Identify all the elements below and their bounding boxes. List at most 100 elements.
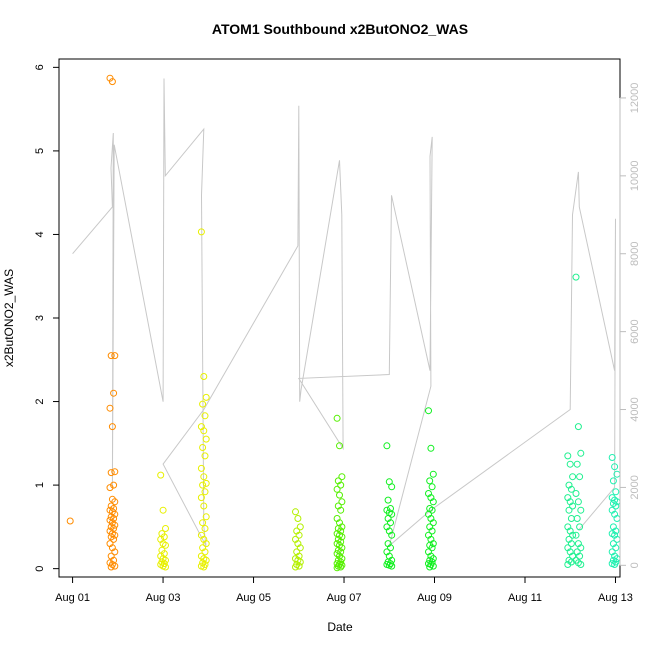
data-point — [111, 521, 119, 529]
data-point — [576, 552, 584, 560]
data-point — [294, 515, 302, 522]
y2-line — [72, 78, 616, 548]
y-axis-label: x2ButONO2_WAS — [2, 269, 16, 367]
data-point — [612, 544, 620, 552]
data-point — [387, 505, 394, 512]
data-point — [567, 485, 575, 493]
data-point — [333, 485, 341, 493]
data-point — [107, 469, 115, 477]
data-point — [609, 477, 617, 485]
data-point — [574, 498, 582, 506]
data-point — [384, 496, 392, 504]
data-point — [197, 228, 205, 236]
data-point — [565, 506, 573, 514]
data-point — [608, 454, 616, 461]
data-point — [111, 468, 119, 476]
data-point — [200, 427, 208, 435]
data-point — [428, 544, 436, 552]
data-point — [573, 460, 581, 468]
data-point — [577, 561, 585, 568]
data-point — [425, 407, 432, 415]
data-point — [574, 423, 582, 431]
data-point — [199, 400, 207, 408]
data-point — [567, 540, 575, 548]
data-point — [429, 540, 437, 548]
data-point — [333, 564, 341, 572]
data-point — [202, 513, 210, 521]
y-tick-label: 6 — [34, 64, 46, 70]
data-point — [564, 452, 572, 460]
data-point — [162, 541, 169, 549]
data-point — [388, 562, 396, 570]
data-point — [292, 508, 299, 516]
data-point — [201, 488, 209, 496]
data-point — [200, 563, 208, 571]
y2-series-line — [72, 78, 616, 548]
data-point — [428, 527, 436, 535]
data-point — [199, 519, 207, 527]
data-point — [292, 563, 299, 571]
y2-tick-label: 2000 — [629, 475, 641, 499]
data-point — [388, 510, 396, 518]
data-point — [296, 523, 304, 531]
data-point — [572, 531, 580, 539]
data-point — [111, 531, 119, 539]
data-point — [111, 498, 119, 506]
data-point — [66, 517, 74, 525]
data-point — [111, 352, 119, 360]
y-axis-right: 0 2000 4000 6000 8000 10000 12000 — [619, 83, 641, 568]
data-point — [428, 483, 436, 491]
data-point — [564, 561, 572, 568]
data-point — [567, 515, 575, 522]
data-point — [296, 544, 304, 552]
data-point — [200, 473, 208, 481]
data-point — [387, 519, 394, 527]
y2-tick-label: 8000 — [629, 241, 641, 265]
data-point — [427, 444, 435, 452]
y-tick-label: 4 — [34, 231, 46, 237]
data-point — [569, 502, 577, 510]
data-point — [566, 460, 574, 468]
data-point — [428, 506, 436, 514]
y-tick-label: 1 — [34, 482, 46, 488]
data-point — [337, 563, 345, 571]
scatter-points — [66, 74, 621, 572]
data-point — [201, 452, 209, 460]
data-point — [201, 525, 209, 532]
data-point — [388, 531, 396, 539]
y-axis: 0 1 2 3 4 5 6 — [34, 64, 60, 572]
x-tick-label: Aug 11 — [508, 592, 542, 604]
data-point — [338, 498, 346, 506]
data-point — [200, 373, 208, 380]
data-point — [426, 477, 434, 485]
data-point — [573, 515, 581, 522]
data-point — [577, 506, 585, 514]
chart-title: ATOM1 Southbound x2ButONO2_WAS — [212, 21, 468, 37]
data-point — [108, 423, 116, 431]
data-point — [577, 449, 585, 457]
x-tick-label: Aug 05 — [236, 592, 271, 604]
data-point — [337, 548, 345, 556]
data-point — [612, 488, 620, 496]
y2-tick-label: 6000 — [629, 319, 641, 343]
data-point — [612, 502, 620, 510]
data-point — [387, 544, 394, 552]
data-point — [201, 548, 209, 556]
data-point — [106, 484, 114, 492]
data-point — [429, 498, 437, 506]
data-point — [111, 562, 119, 570]
data-point — [107, 563, 115, 571]
data-point — [577, 544, 585, 552]
data-point — [429, 519, 437, 527]
data-point — [426, 563, 434, 571]
x-tick-label: Aug 09 — [417, 592, 452, 604]
data-point — [199, 481, 207, 489]
y-tick-label: 3 — [34, 315, 46, 321]
data-point — [611, 561, 619, 568]
data-point — [576, 473, 584, 481]
data-point — [197, 464, 205, 472]
y-tick-label: 2 — [34, 398, 46, 404]
data-point — [111, 548, 119, 556]
data-point — [569, 531, 577, 539]
